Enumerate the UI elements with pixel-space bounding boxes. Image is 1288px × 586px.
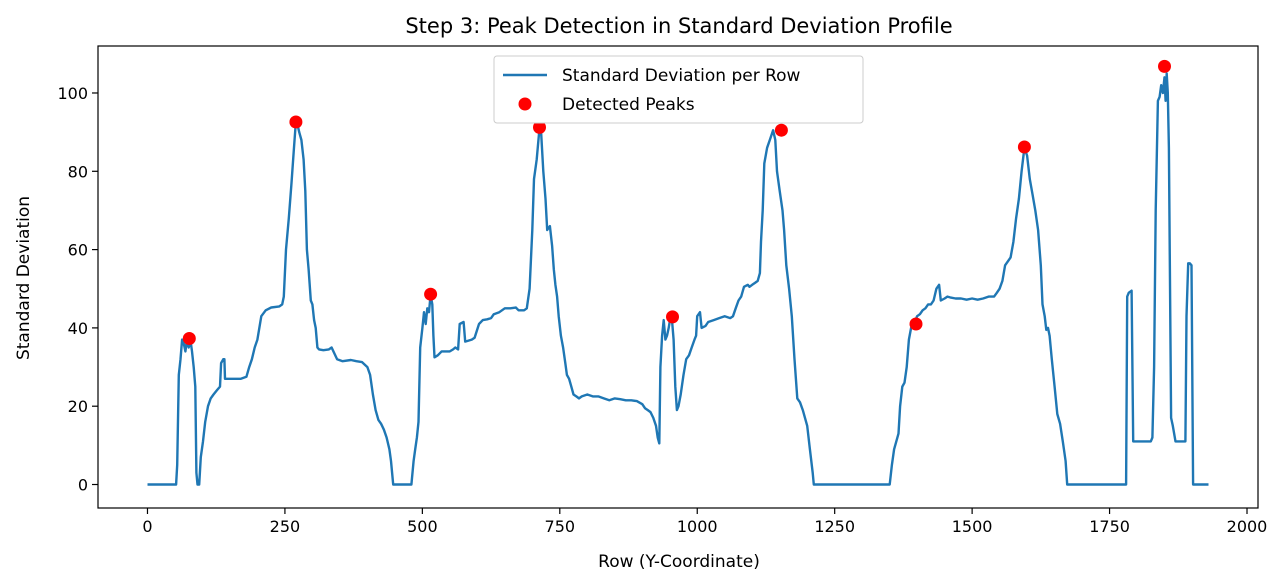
x-tick-label: 2000 bbox=[1227, 517, 1268, 536]
y-tick-label: 80 bbox=[68, 162, 88, 181]
y-axis-label: Standard Deviation bbox=[14, 196, 34, 360]
y-tick-label: 0 bbox=[78, 476, 88, 495]
peak-point bbox=[424, 287, 438, 301]
legend-box bbox=[493, 55, 864, 124]
peak-point bbox=[666, 310, 679, 324]
plot-frame bbox=[97, 45, 1259, 509]
x-axis-label: Row (Y-Coordinate) bbox=[598, 552, 760, 572]
peak-point bbox=[909, 317, 923, 331]
legend-marker-peaks bbox=[518, 97, 532, 111]
peak-point bbox=[182, 332, 196, 345]
y-tick-label: 60 bbox=[68, 241, 88, 260]
legend: Standard Deviation per Row Detected Peak… bbox=[493, 55, 864, 124]
x-tick-label: 0 bbox=[142, 517, 152, 536]
x-tick-label: 750 bbox=[545, 517, 576, 536]
chart-title: Step 3: Peak Detection in Standard Devia… bbox=[405, 14, 952, 38]
peak-point bbox=[533, 120, 546, 134]
legend-label-std: Standard Deviation per Row bbox=[562, 66, 801, 86]
peak-point bbox=[774, 123, 788, 137]
peak-point bbox=[1017, 140, 1031, 154]
y-tick-label: 20 bbox=[68, 397, 88, 416]
y-tick-label: 100 bbox=[57, 84, 88, 103]
peak-point bbox=[289, 115, 303, 129]
x-tick-label: 1000 bbox=[677, 517, 718, 536]
y-axis-ticks: 0 20 40 60 80 100 bbox=[57, 84, 98, 495]
x-tick-label: 500 bbox=[407, 517, 438, 536]
y-tick-label: 40 bbox=[68, 319, 88, 338]
series-layer bbox=[147, 59, 1209, 486]
x-tick-label: 1500 bbox=[952, 517, 993, 536]
plot-area: 0 250 500 750 1000 1250 1500 1750 2000 0 20 40 60 80… bbox=[57, 45, 1267, 536]
series-line-std bbox=[147, 72, 1209, 486]
x-tick-label: 1250 bbox=[814, 517, 855, 536]
peak-point bbox=[1158, 59, 1171, 73]
legend-label-peaks: Detected Peaks bbox=[562, 95, 695, 115]
x-tick-label: 250 bbox=[270, 517, 301, 536]
x-tick-label: 1750 bbox=[1089, 517, 1130, 536]
x-axis-ticks: 0 250 500 750 1000 1250 1500 1750 2000 bbox=[142, 508, 1267, 536]
